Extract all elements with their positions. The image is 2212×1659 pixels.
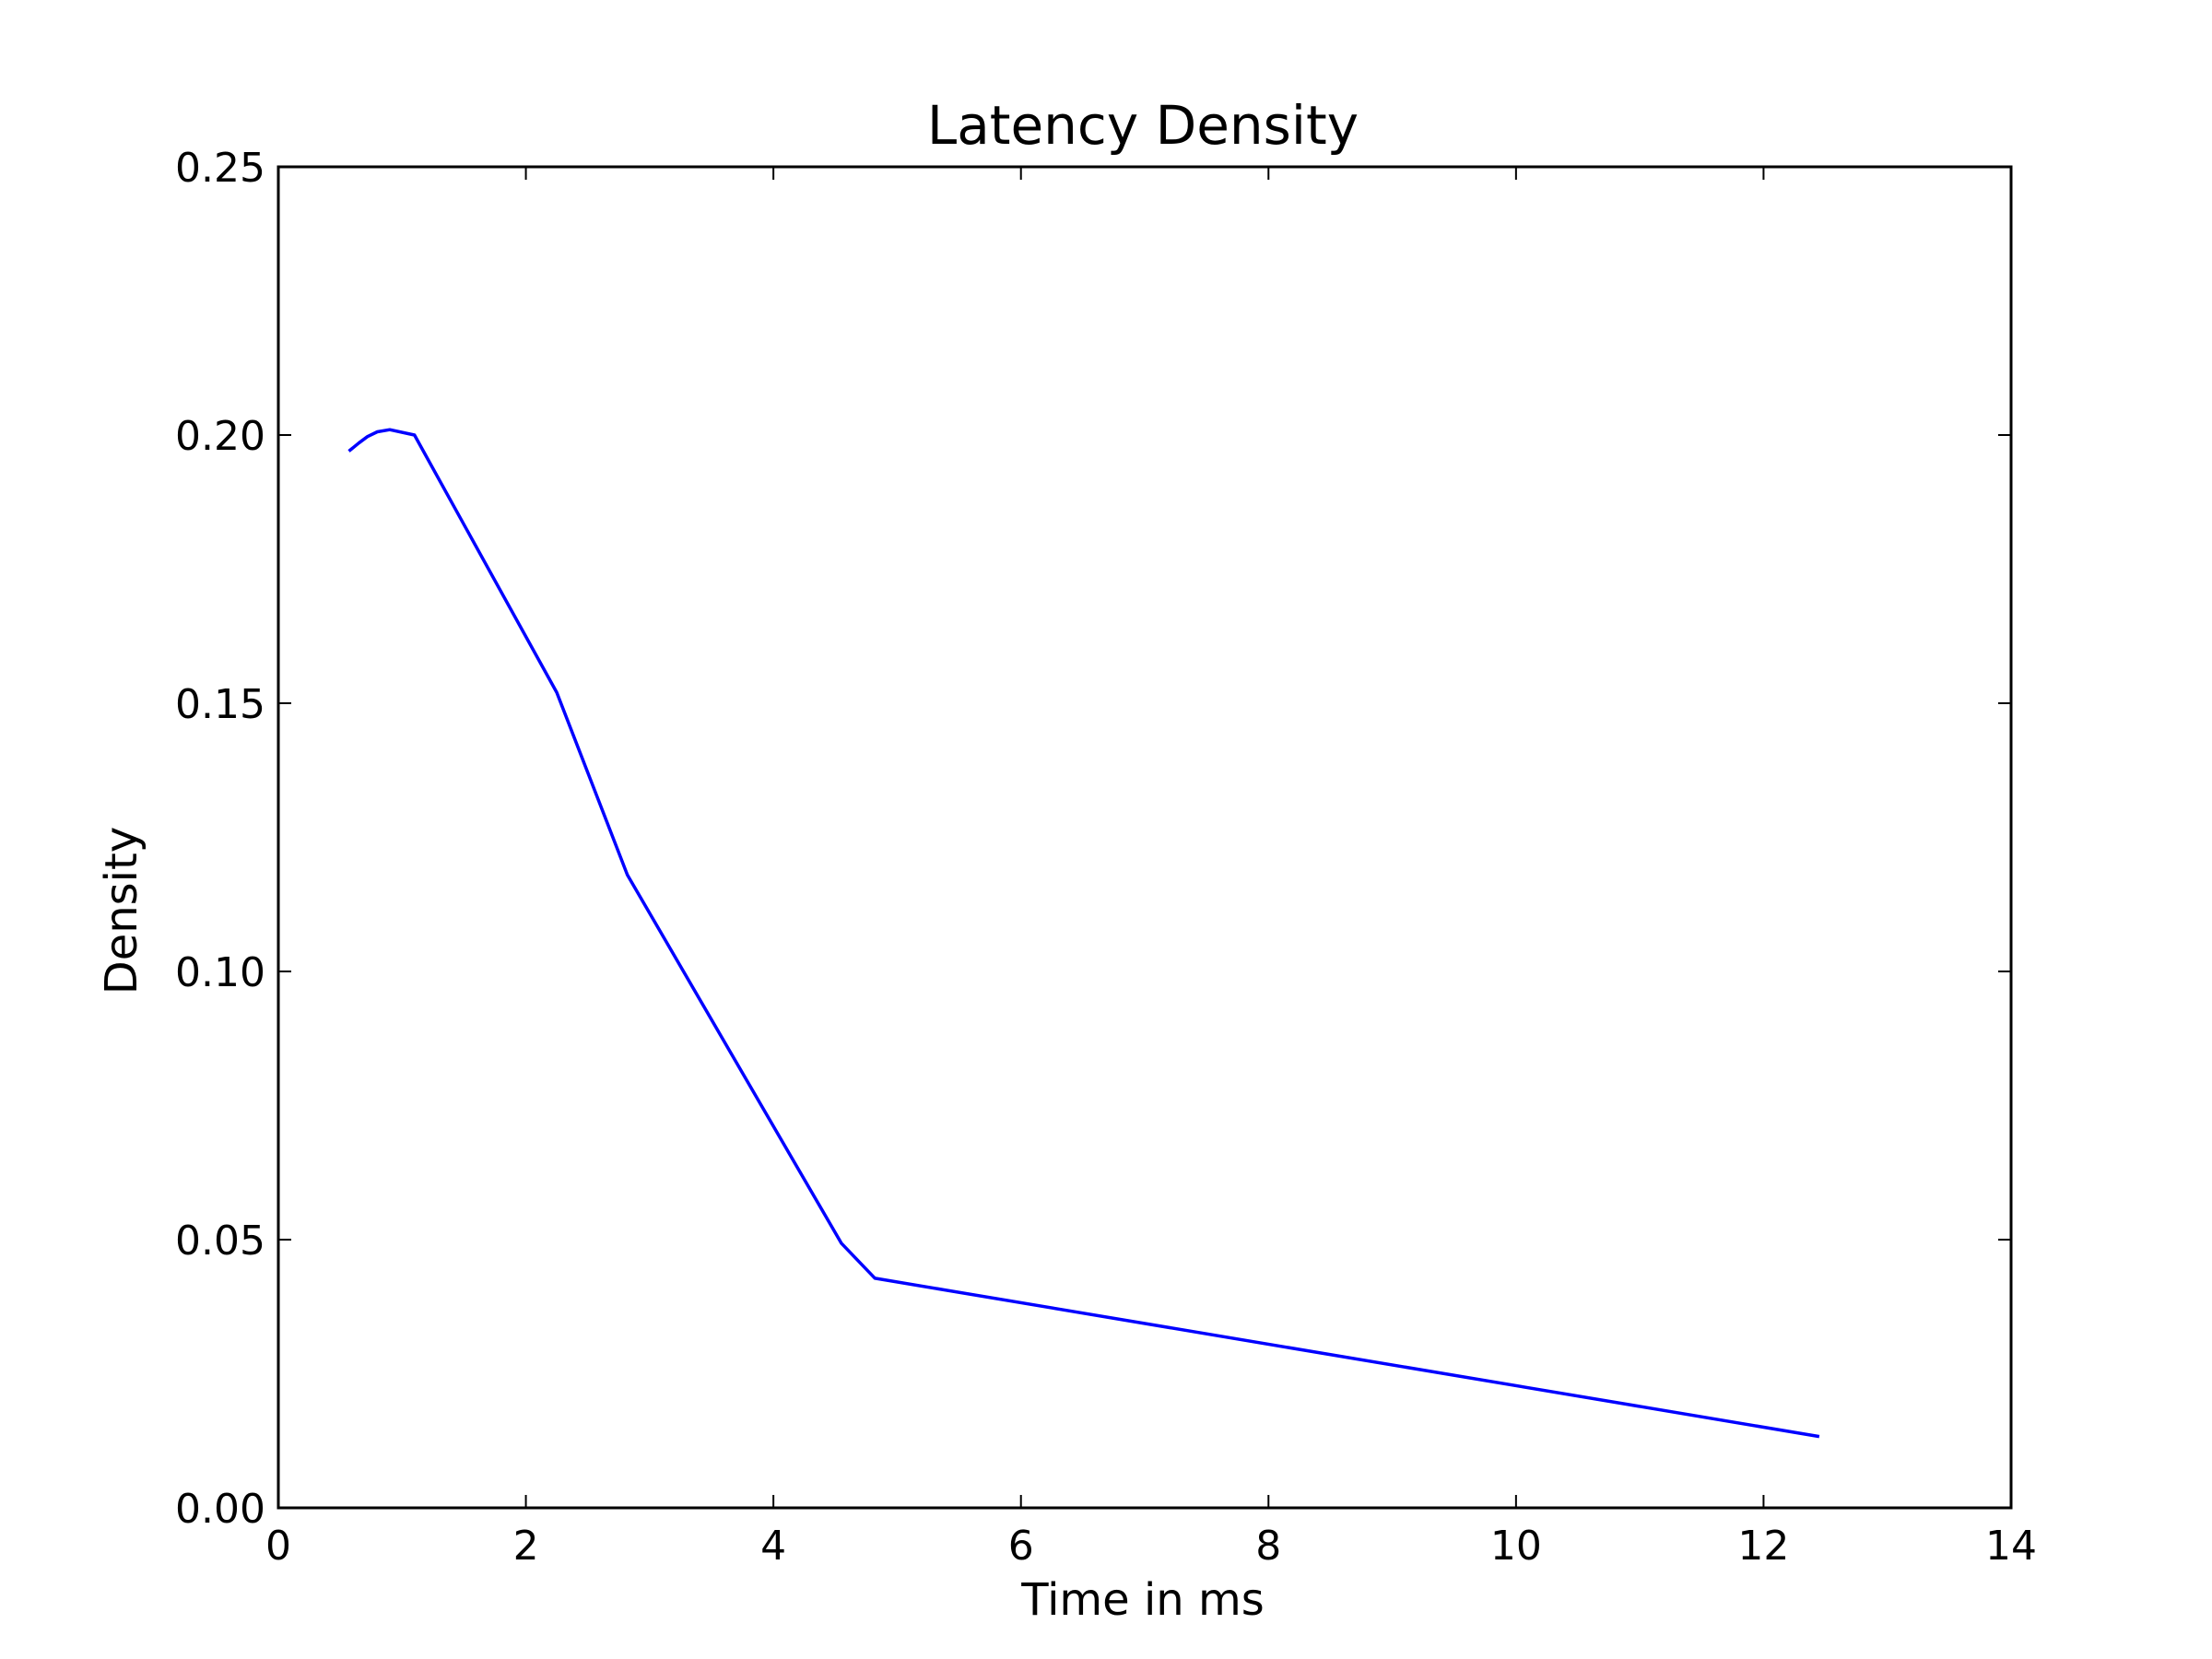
y-tick-label: 0.00	[175, 1486, 265, 1533]
y-axis-title: Density	[96, 827, 147, 994]
y-tick-label: 0.05	[175, 1218, 265, 1265]
y-tick-label: 0.15	[175, 681, 265, 728]
x-tick-label: 10	[1490, 1523, 1542, 1570]
y-tick-label: 0.10	[175, 949, 265, 996]
x-tick-label: 14	[1985, 1523, 2037, 1570]
x-axis: 0 2 4 6 8 10 12 14	[265, 167, 2037, 1570]
x-tick-label: 0	[265, 1523, 291, 1570]
series-line	[347, 428, 1820, 1439]
plot-area	[347, 428, 1820, 1439]
chart-title: Latency Density	[927, 94, 1359, 157]
y-tick-label: 0.20	[175, 413, 265, 460]
plot-frame	[276, 165, 2013, 1510]
x-tick-label: 6	[1008, 1523, 1034, 1570]
x-tick-label: 4	[760, 1523, 786, 1570]
x-tick-label: 12	[1737, 1523, 1789, 1570]
x-axis-title: Time in ms	[1020, 1574, 1265, 1626]
y-axis: 0.00 0.05 0.10 0.15 0.20 0.25	[175, 145, 2011, 1533]
y-tick-label: 0.25	[175, 145, 265, 192]
x-tick-label: 2	[513, 1523, 539, 1570]
x-tick-label: 8	[1255, 1523, 1281, 1570]
